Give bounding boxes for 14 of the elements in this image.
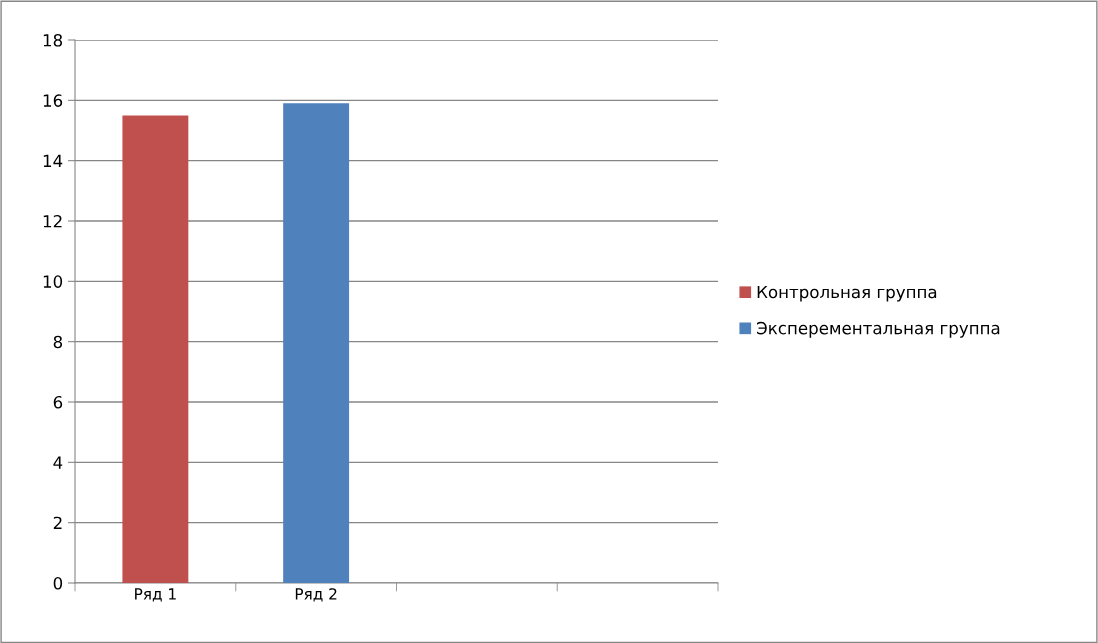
y-tick-label: 2 bbox=[53, 516, 62, 529]
legend-label: Контрольная группа bbox=[757, 285, 937, 302]
x-tick-label: Ряд 2 bbox=[295, 588, 337, 602]
x-tick-label: Ряд 1 bbox=[135, 588, 176, 602]
y-tick-label: 16 bbox=[43, 94, 63, 107]
y-tick-label: 12 bbox=[43, 214, 62, 228]
y-tick-label: 4 bbox=[53, 456, 63, 469]
y-tick-label: 18 bbox=[43, 33, 63, 47]
y-tick-label: 0 bbox=[53, 576, 63, 590]
y-tick-label: 8 bbox=[53, 335, 63, 349]
legend-label: Эксперементальная группа bbox=[757, 321, 1000, 338]
y-tick-label: 14 bbox=[43, 154, 63, 167]
y-tick-label: 6 bbox=[53, 395, 63, 409]
y-tick-label: 10 bbox=[43, 275, 63, 288]
